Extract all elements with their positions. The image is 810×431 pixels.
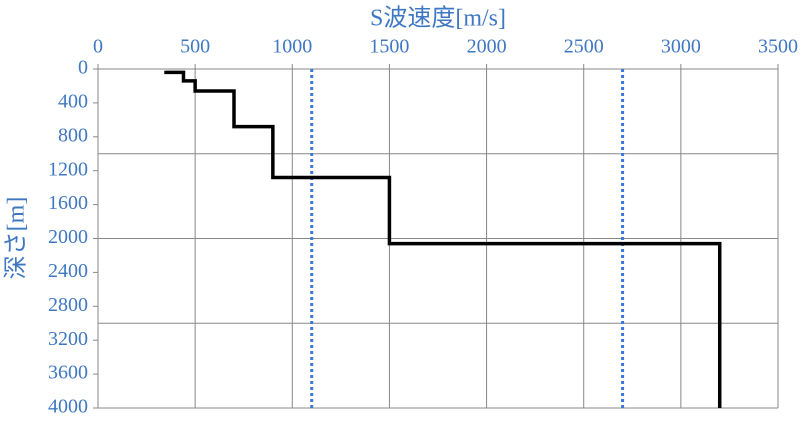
y-tick-label: 2000	[48, 226, 88, 248]
y-tick-label: 4000	[48, 396, 88, 418]
y-tick-label: 2400	[48, 260, 88, 282]
y-tick-label: 2800	[48, 294, 88, 316]
x-tick-label: 500	[180, 36, 210, 58]
y-tick-label: 1600	[48, 192, 88, 214]
y-tick-label: 800	[58, 124, 88, 146]
data-line	[164, 70, 722, 408]
x-tick-label: 3500	[758, 36, 798, 58]
x-tick-label: 1500	[369, 36, 409, 58]
x-axis-title: S波速度[m/s]	[370, 5, 506, 32]
x-tick-label: 3000	[661, 36, 701, 58]
x-tick-label: 2500	[564, 36, 604, 58]
x-tick-label: 2000	[467, 36, 507, 58]
x-tick-label: 1000	[272, 36, 312, 58]
y-axis-title: 深さ[m]	[3, 197, 30, 280]
x-tick-label: 0	[93, 36, 103, 58]
y-tick-label: 3200	[48, 328, 88, 350]
y-tick-label: 400	[58, 90, 88, 112]
y-tick-label: 3600	[48, 362, 88, 384]
y-tick-label: 0	[78, 57, 88, 79]
y-tick-label: 1200	[48, 158, 88, 180]
